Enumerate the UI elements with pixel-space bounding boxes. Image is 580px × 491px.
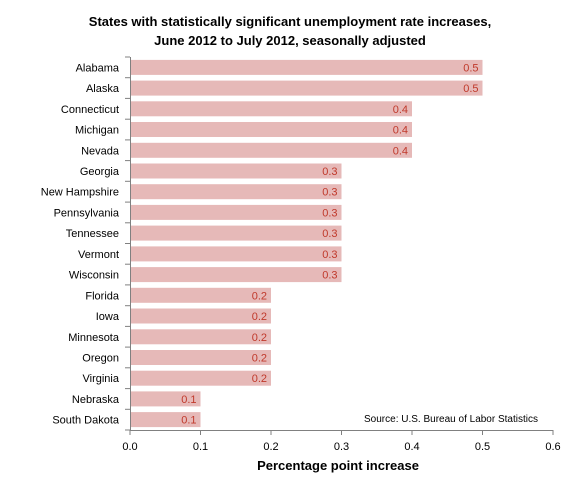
category-label: Georgia — [80, 166, 120, 178]
x-tick-label: 0.5 — [475, 441, 490, 453]
chart-title-line-1: States with statistically significant un… — [88, 14, 492, 29]
data-label: 0.5 — [463, 83, 478, 95]
data-label: 0.2 — [252, 290, 267, 302]
bar-pennsylvania — [130, 204, 342, 220]
bar-georgia — [130, 163, 342, 179]
source-note: Source: U.S. Bureau of Labor Statistics — [364, 414, 538, 425]
chart-title-line-2: June 2012 to July 2012, seasonally adjus… — [154, 33, 426, 48]
data-label: 0.2 — [252, 332, 267, 344]
bar-alaska — [130, 80, 483, 96]
category-label: Virginia — [83, 373, 120, 385]
data-label: 0.3 — [322, 270, 337, 282]
bar-nevada — [130, 142, 412, 158]
chart-title: States with statistically significant un… — [0, 12, 580, 50]
data-label: 0.3 — [322, 228, 337, 240]
category-label: Wisconsin — [69, 270, 119, 282]
data-label: 0.1 — [181, 394, 196, 406]
data-label: 0.3 — [322, 249, 337, 261]
category-label: Nebraska — [72, 394, 120, 406]
data-label: 0.1 — [181, 415, 196, 427]
data-label: 0.3 — [322, 187, 337, 199]
bar-tennessee — [130, 225, 342, 241]
bar-minnesota — [130, 329, 271, 345]
category-label: South Dakota — [52, 415, 120, 427]
data-label: 0.4 — [393, 145, 408, 157]
category-label: Alabama — [76, 62, 120, 74]
data-label: 0.5 — [463, 62, 478, 74]
data-label: 0.3 — [322, 166, 337, 178]
bar-alabama — [130, 59, 483, 75]
x-tick-label: 0.0 — [122, 441, 137, 453]
category-label: Alaska — [86, 83, 120, 95]
bar-florida — [130, 287, 271, 303]
data-label: 0.3 — [322, 207, 337, 219]
bar-michigan — [130, 122, 412, 137]
x-tick-label: 0.2 — [263, 441, 278, 453]
data-label: 0.2 — [252, 373, 267, 385]
category-label: Tennessee — [66, 228, 119, 240]
x-tick-label: 0.1 — [193, 441, 208, 453]
x-axis-title: Percentage point increase — [257, 458, 419, 473]
bar-nebraska — [130, 391, 201, 407]
data-label: 0.4 — [393, 104, 408, 116]
x-tick-label: 0.4 — [404, 441, 419, 453]
data-label: 0.4 — [393, 125, 408, 137]
x-tick-label: 0.6 — [545, 441, 560, 453]
data-label: 0.2 — [252, 311, 267, 323]
category-label: New Hampshire — [41, 187, 119, 199]
bar-iowa — [130, 308, 271, 324]
axes-group: 0.0 0.1 0.2 0.3 0.4 0.5 0.6 — [122, 56, 561, 453]
bar-wisconsin — [130, 267, 342, 283]
bar-oregon — [130, 350, 271, 365]
category-label: Michigan — [75, 125, 119, 137]
bar-connecticut — [130, 101, 412, 117]
bar-vermont — [130, 246, 342, 262]
category-label: Oregon — [82, 353, 119, 365]
x-tick-label: 0.3 — [334, 441, 349, 453]
category-label: Iowa — [96, 311, 120, 323]
bar-new-hampshire — [130, 184, 342, 200]
category-label: Pennsylvania — [54, 207, 120, 219]
category-label: Nevada — [81, 145, 120, 157]
bar-south-dakota — [130, 412, 201, 428]
bar-virginia — [130, 370, 271, 386]
category-label: Connecticut — [61, 104, 119, 116]
category-label: Minnesota — [68, 332, 120, 344]
category-label: Florida — [85, 290, 120, 302]
category-label: Vermont — [78, 249, 119, 261]
bars-group: Alabama 0.5 Alaska 0.5 Connecticut 0.4 Michiga… — [41, 59, 483, 428]
data-label: 0.2 — [252, 353, 267, 365]
